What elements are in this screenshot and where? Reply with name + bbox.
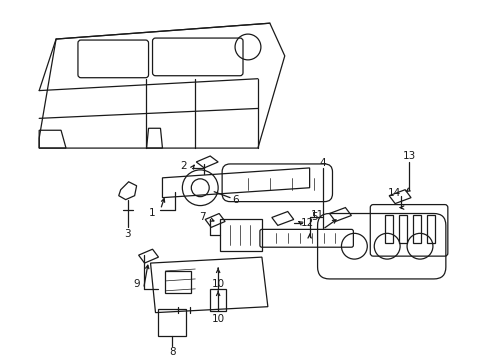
Bar bbox=[220, 220, 262, 251]
Bar bbox=[210, 289, 225, 311]
Text: 7: 7 bbox=[199, 212, 205, 222]
Text: 3: 3 bbox=[124, 229, 131, 239]
Text: 9: 9 bbox=[133, 279, 140, 289]
Text: 8: 8 bbox=[169, 347, 175, 357]
Bar bbox=[398, 216, 406, 243]
Text: 1: 1 bbox=[149, 207, 156, 217]
Text: 6: 6 bbox=[232, 195, 239, 204]
Bar bbox=[165, 271, 191, 293]
Text: 11: 11 bbox=[310, 210, 324, 220]
Bar bbox=[426, 216, 434, 243]
Text: 5: 5 bbox=[311, 212, 317, 222]
Text: 4: 4 bbox=[319, 158, 325, 168]
Text: 2: 2 bbox=[180, 161, 186, 171]
Text: 13: 13 bbox=[402, 151, 415, 161]
Bar bbox=[412, 216, 420, 243]
Text: 10: 10 bbox=[211, 279, 224, 289]
Bar bbox=[158, 309, 186, 337]
Bar bbox=[385, 216, 392, 243]
Text: 14: 14 bbox=[386, 188, 400, 198]
Text: 10: 10 bbox=[211, 314, 224, 324]
Text: 12: 12 bbox=[301, 219, 314, 229]
